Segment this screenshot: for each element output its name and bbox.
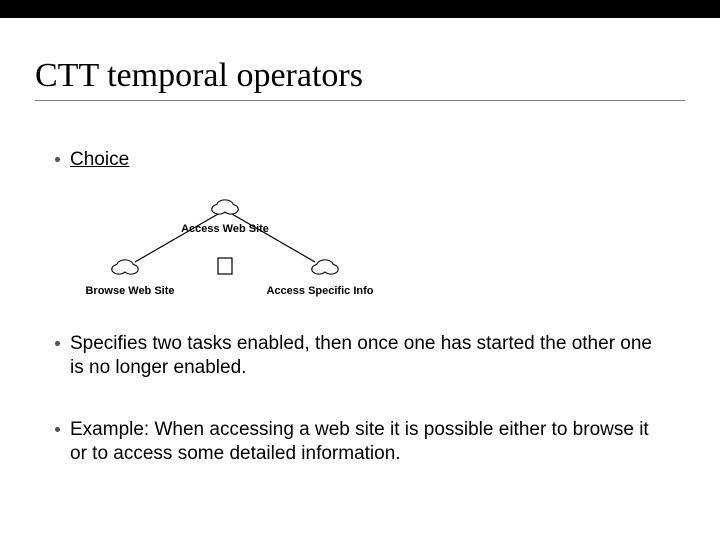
title-underline [35,100,685,101]
svg-text:Access Specific Info: Access Specific Info [267,285,374,297]
title-region: CTT temporal operators [35,58,363,94]
bullet-dot-icon [55,427,60,432]
bullet-text: Choice [70,148,129,172]
bullet-example: Example: When accessing a web site it is… [55,418,665,466]
slide: CTT temporal operators Choice Access Web… [0,0,720,540]
bullet-dot-icon [55,157,60,162]
ctt-diagram-svg: Access Web Site Browse Web Site Access Spe… [70,190,380,308]
bullet-specifies: Specifies two tasks enabled, then once o… [55,332,665,380]
bullet-choice: Choice [55,148,665,172]
svg-text:Access Web Site: Access Web Site [181,223,269,235]
top-black-bar [0,0,720,18]
bullet-dot-icon [55,341,60,346]
bullet-text: Example: When accessing a web site it is… [70,418,665,466]
bullet-text: Specifies two tasks enabled, then once o… [70,332,665,380]
svg-text:Browse Web Site: Browse Web Site [85,285,174,297]
ctt-diagram: Access Web Site Browse Web Site Access Spe… [70,190,380,308]
slide-title: CTT temporal operators [35,57,363,94]
